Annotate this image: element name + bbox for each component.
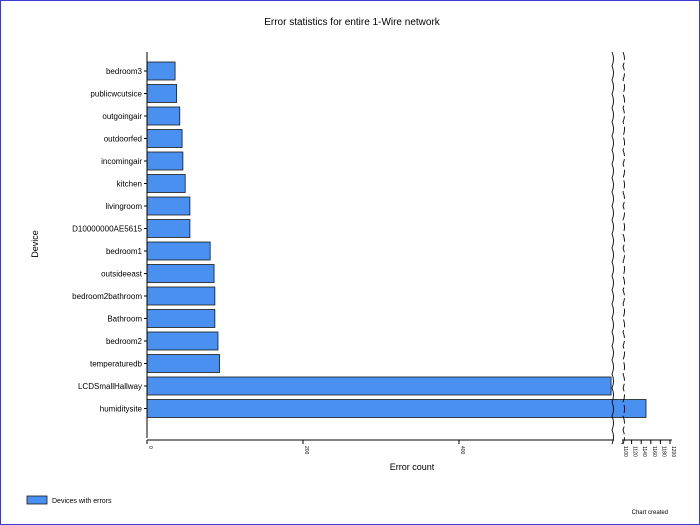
category-label: livingroom <box>106 202 143 211</box>
y-axis-label: Device <box>30 230 40 258</box>
bar-bedroom2 <box>146 331 219 351</box>
category-label: humiditysite <box>100 405 143 414</box>
bar-temperaturedb <box>146 354 220 373</box>
bar-bedroom1 <box>146 241 211 261</box>
bar-livingroom <box>146 196 191 216</box>
bar-outsideeast <box>146 264 215 283</box>
axis-break-gap <box>614 437 622 443</box>
category-label: publicwcutsice <box>90 90 142 99</box>
category-labels-group: bedroom3 publicwcutsice outgoingair outdoor… <box>72 67 147 414</box>
chart-footer: Chart created <box>632 510 668 516</box>
x-tick-label: 0 <box>147 446 153 449</box>
category-label: LCDSmallHallway <box>78 382 142 391</box>
legend: Devices with errors <box>26 495 112 505</box>
bar-kitchen <box>146 174 186 193</box>
bar-bedroom3 <box>146 61 176 81</box>
bar-bathroom <box>146 309 216 328</box>
bar-publicwcutsice <box>146 84 178 103</box>
bar-d10000000ae5615 <box>146 219 191 238</box>
category-label: bedroom2bathroom <box>72 292 142 301</box>
axis-break-marks <box>611 51 625 445</box>
axis-break-line <box>622 51 625 445</box>
category-label: bedroom2 <box>106 337 143 346</box>
bar-humiditysite <box>146 399 647 418</box>
bars-group <box>146 61 647 418</box>
category-label: outdoorfed <box>104 135 142 144</box>
x-tick-label: 1100 <box>622 446 628 457</box>
x-tick-label: 200 <box>303 446 309 455</box>
chart-title: Error statistics for entire 1-Wire netwo… <box>264 17 441 28</box>
x-ticks-group: 0 200 400 1100 1120 1140 1160 1180 1200 <box>146 439 676 457</box>
category-label: bedroom1 <box>106 247 143 256</box>
category-label: outsideeast <box>101 270 143 279</box>
bar-outgoingair <box>146 106 181 126</box>
x-tick-label: 1140 <box>641 446 647 457</box>
bar-outdoorfed <box>146 129 183 148</box>
x-tick-label: 1160 <box>651 446 657 457</box>
x-tick-label: 1200 <box>670 446 676 457</box>
axis-break-line <box>611 51 614 445</box>
x-tick-label: 1120 <box>632 446 638 457</box>
category-label: incomingair <box>101 157 142 166</box>
category-label: D10000000AE5615 <box>72 225 142 234</box>
x-tick-label: 400 <box>459 446 465 455</box>
category-label: kitchen <box>117 180 142 189</box>
bar-incomingair <box>146 151 184 171</box>
x-axis-label: Error count <box>390 462 435 472</box>
category-label: Bathroom <box>107 315 142 324</box>
legend-label: Devices with errors <box>52 498 112 505</box>
legend-swatch <box>26 495 48 505</box>
bar-bedroom2bathroom <box>146 286 216 306</box>
category-label: bedroom3 <box>106 67 143 76</box>
x-tick-label: 1180 <box>660 446 666 457</box>
bar-lcdsmallhallway <box>146 376 612 396</box>
category-label: outgoingair <box>102 112 142 121</box>
category-label: temperaturedb <box>90 360 143 369</box>
